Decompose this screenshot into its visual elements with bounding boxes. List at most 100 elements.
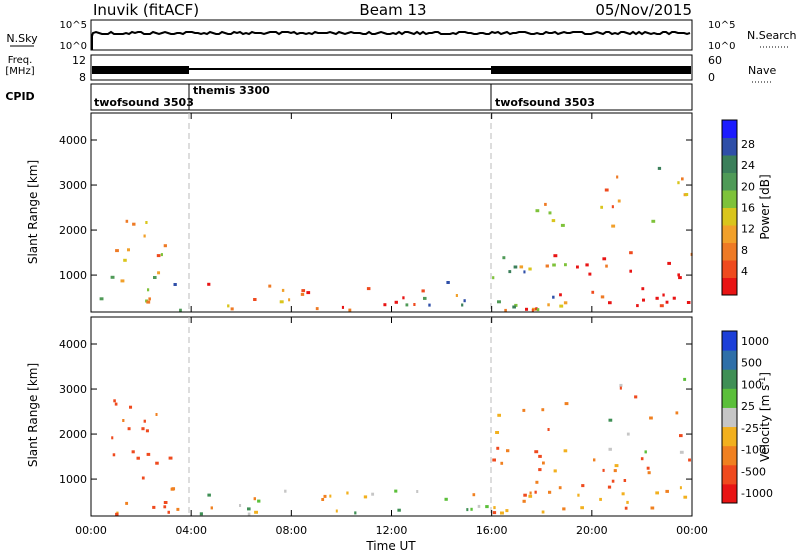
echo-cell <box>547 428 550 431</box>
echo-cell <box>147 288 150 292</box>
echo-cell <box>591 290 595 294</box>
echo-cell <box>323 494 327 498</box>
ytick-label: 1000 <box>59 473 87 486</box>
echo-cell <box>163 501 168 504</box>
colorbar-tick-label: -1000 <box>741 487 773 500</box>
echo-cell <box>548 490 552 494</box>
echo-cell <box>371 492 375 496</box>
echo-cell <box>577 493 580 497</box>
echo-cell <box>230 307 234 311</box>
echo-cell <box>170 487 175 491</box>
echo-cell <box>613 469 617 473</box>
echo-cell <box>301 289 306 293</box>
echo-cell <box>559 293 562 297</box>
echo-cell <box>508 270 512 274</box>
echo-cell <box>614 464 619 468</box>
velocity-colorbar-label: Velocity [m s-1] <box>758 372 772 462</box>
echo-cell <box>553 469 557 473</box>
nsky-tick-top-left: 10^5 <box>60 20 87 31</box>
echo-cell <box>167 510 170 514</box>
echo-cell <box>629 269 633 273</box>
colorbar-swatch <box>722 483 737 504</box>
xtick-label: 00:00 <box>676 524 708 537</box>
velocity-colorbar: 1000 500 100 25 -25 -100 -500 -1000 Velocity [m… <box>721 330 773 504</box>
echo-cell <box>677 181 680 185</box>
echo-cell <box>588 272 592 276</box>
echo-cell <box>346 491 349 495</box>
echo-cell <box>548 211 552 215</box>
echo-cell <box>131 450 135 454</box>
colorbar-swatch <box>722 155 737 173</box>
echo-cell <box>644 450 647 454</box>
echo-cell <box>402 296 405 300</box>
echo-cell <box>649 416 653 420</box>
colorbar-tick-label: 24 <box>741 159 755 172</box>
nsky-tick-top-right: 10^5 <box>708 20 735 31</box>
echo-cell <box>513 265 518 269</box>
echo-cell <box>315 307 319 311</box>
velocity-echo-cells <box>111 377 691 516</box>
echo-cell <box>563 301 568 305</box>
power-colorbar-label: Power [dB] <box>758 174 772 239</box>
freq-panel: Freq. [MHz] 12 8 60 0 Nave <box>5 54 776 84</box>
echo-cell <box>155 413 158 416</box>
echo-cell <box>665 489 669 493</box>
echo-cell <box>558 486 562 490</box>
echo-cell <box>492 458 496 462</box>
echo-cell <box>531 309 534 312</box>
colorbar-tick-label: 25 <box>741 400 755 413</box>
colorbar-swatch <box>722 426 737 447</box>
echo-cell <box>492 511 497 515</box>
ytick-label: 2000 <box>59 224 87 237</box>
echo-cell <box>160 253 163 257</box>
echo-cell <box>495 431 500 434</box>
colorbar-swatch <box>722 445 737 466</box>
echo-cell <box>148 297 151 301</box>
echo-cell <box>551 219 556 223</box>
echo-cell <box>321 498 325 501</box>
echo-cell <box>535 307 538 311</box>
echo-cell <box>341 305 345 309</box>
echo-cell <box>541 510 545 514</box>
date-title: 05/Nov/2015 <box>595 1 692 19</box>
echo-cell <box>239 504 242 507</box>
echo-cell <box>127 427 131 431</box>
colorbar-tick-label: -25 <box>741 422 759 435</box>
echo-cell <box>581 484 585 488</box>
colorbar-tick-label: 4 <box>741 265 748 278</box>
echo-cell <box>552 295 555 299</box>
echo-cell <box>617 199 621 203</box>
echo-cell <box>619 386 622 390</box>
echo-cell <box>529 491 532 495</box>
echo-cell <box>626 432 630 436</box>
xtick-label: 04:00 <box>175 524 207 537</box>
ytick-label: 3000 <box>59 179 87 192</box>
power-panel: Slant Range [km] 1000 2000 3000 4000 <box>26 112 693 313</box>
echo-cell <box>512 305 516 309</box>
echo-cell <box>505 509 509 513</box>
echo-cell <box>683 495 688 499</box>
echo-cell <box>562 507 566 511</box>
echo-cell <box>593 458 596 462</box>
echo-cell <box>210 506 213 510</box>
echo-cell <box>602 257 607 261</box>
echo-cell <box>502 256 506 260</box>
echo-cell <box>455 294 458 297</box>
echo-cell <box>281 288 285 292</box>
cpid-label: CPID <box>5 90 34 103</box>
echo-cell <box>547 303 550 307</box>
colorbar-tick-label: -100 <box>741 444 766 457</box>
colorbar-tick-label: 1000 <box>741 335 769 348</box>
colorbar-swatch <box>722 369 737 389</box>
echo-cell <box>679 486 682 490</box>
colorbar-tick-label: 16 <box>741 202 755 215</box>
freq-label-line1: Freq. <box>8 55 33 66</box>
echo-cell <box>542 461 545 465</box>
echo-cell <box>397 508 401 512</box>
echo-cell <box>563 449 568 453</box>
echo-cell <box>132 222 136 226</box>
ytick-label: 4000 <box>59 338 87 351</box>
echo-cell <box>155 461 159 465</box>
nsky-tick-bottom-right: 10^0 <box>708 41 735 52</box>
echo-cell <box>525 307 529 311</box>
